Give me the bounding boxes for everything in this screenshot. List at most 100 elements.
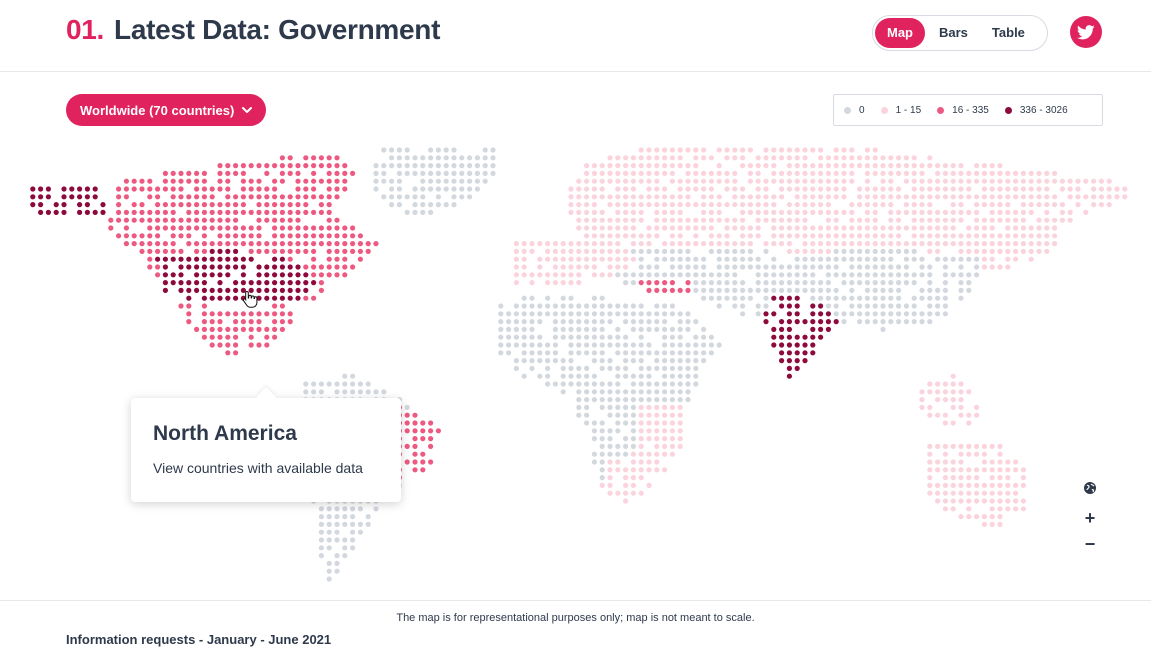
map-dot	[638, 397, 644, 403]
map-dot	[1005, 233, 1011, 239]
map-dot	[77, 209, 83, 215]
map-dot	[155, 217, 161, 223]
map-dot	[747, 209, 754, 215]
map-dot	[1044, 202, 1050, 208]
map-dot	[724, 233, 730, 239]
view-table-button[interactable]: Table	[991, 25, 1025, 40]
map-dot	[763, 147, 769, 153]
map-dot	[264, 170, 270, 176]
map-dot	[295, 209, 301, 215]
map-dot	[810, 350, 816, 356]
map-dot	[209, 194, 215, 200]
map-dot	[326, 217, 332, 223]
map-dot	[607, 358, 613, 364]
map-dot	[591, 358, 598, 364]
map-dot	[513, 272, 520, 278]
map-dot	[630, 451, 637, 457]
map-dot	[264, 264, 270, 270]
map-dot	[669, 287, 676, 293]
view-map-button[interactable]: Map	[875, 18, 925, 48]
map-dot	[217, 272, 223, 278]
map-dot	[1020, 498, 1026, 504]
map-dot	[989, 209, 995, 215]
map-dot	[623, 451, 629, 457]
twitter-share-button[interactable]	[1070, 16, 1102, 48]
map-dot	[225, 287, 231, 293]
map-dot	[1013, 506, 1019, 512]
map-dot	[599, 365, 605, 371]
map-dot	[997, 163, 1003, 169]
map-dot	[584, 319, 590, 325]
region-tooltip[interactable]: North America View countries with availa…	[131, 398, 401, 502]
map-dot	[810, 163, 816, 169]
map-dot	[818, 311, 824, 317]
map-dot	[864, 217, 871, 223]
map-dot	[1020, 233, 1026, 239]
map-dot	[802, 217, 808, 223]
map-dot	[412, 155, 418, 161]
map-dot	[623, 467, 629, 473]
zoom-in-button[interactable]: +	[1078, 506, 1102, 530]
map-dot	[435, 178, 441, 184]
map-dot	[303, 186, 309, 192]
map-dot	[927, 389, 933, 395]
zoom-out-button[interactable]: −	[1078, 532, 1102, 556]
map-dot	[732, 272, 738, 278]
map-dot	[716, 233, 722, 239]
map-dot	[857, 194, 863, 200]
map-dot	[1083, 194, 1089, 200]
reset-view-button[interactable]	[1078, 476, 1102, 500]
map-dot	[1114, 186, 1120, 192]
region-select[interactable]: Worldwide (70 countries)	[66, 94, 266, 126]
map-dot	[693, 272, 699, 278]
map-dot	[1013, 225, 1019, 231]
map-dot	[591, 202, 598, 208]
map-dot	[903, 209, 910, 215]
map-dot	[966, 467, 972, 473]
map-dot	[888, 163, 894, 169]
map-dot	[747, 295, 754, 301]
map-dot	[1098, 194, 1104, 200]
map-dot	[771, 264, 777, 270]
map-dot	[560, 256, 566, 262]
map-dot	[638, 311, 644, 317]
map-dot	[217, 295, 223, 301]
map-dot	[919, 295, 925, 301]
map-dot	[896, 170, 902, 176]
map-dot	[233, 163, 239, 169]
map-dot	[732, 295, 738, 301]
map-dot	[576, 209, 582, 215]
map-dot	[841, 225, 847, 231]
map-dot	[646, 225, 652, 231]
map-dot	[958, 264, 964, 270]
map-dot	[981, 241, 988, 247]
map-dot	[872, 147, 878, 153]
map-dot	[646, 248, 652, 254]
map-dot	[763, 217, 769, 223]
map-dot	[740, 225, 746, 231]
map-dot	[552, 272, 559, 278]
map-dot	[833, 170, 839, 176]
map-dot	[272, 225, 278, 231]
map-dot	[849, 272, 855, 278]
map-dot	[240, 241, 246, 247]
map-dot	[599, 436, 605, 442]
map-dot	[630, 350, 637, 356]
map-dot	[155, 256, 161, 262]
map-dot	[833, 311, 839, 317]
map-dot	[264, 326, 270, 332]
map-dot	[170, 241, 176, 247]
map-dot	[942, 280, 949, 286]
map-dot	[92, 209, 98, 215]
map-dot	[295, 272, 301, 278]
map-dot	[864, 303, 871, 309]
map-dot	[568, 256, 574, 262]
map-dot	[701, 358, 707, 364]
map-dot	[615, 248, 621, 254]
dot-world-map[interactable]	[0, 140, 1151, 590]
map-dot	[1052, 202, 1058, 208]
view-bars-button[interactable]: Bars	[939, 25, 968, 40]
map-dot	[264, 194, 270, 200]
map-dot	[646, 365, 652, 371]
map-dot	[1020, 170, 1026, 176]
